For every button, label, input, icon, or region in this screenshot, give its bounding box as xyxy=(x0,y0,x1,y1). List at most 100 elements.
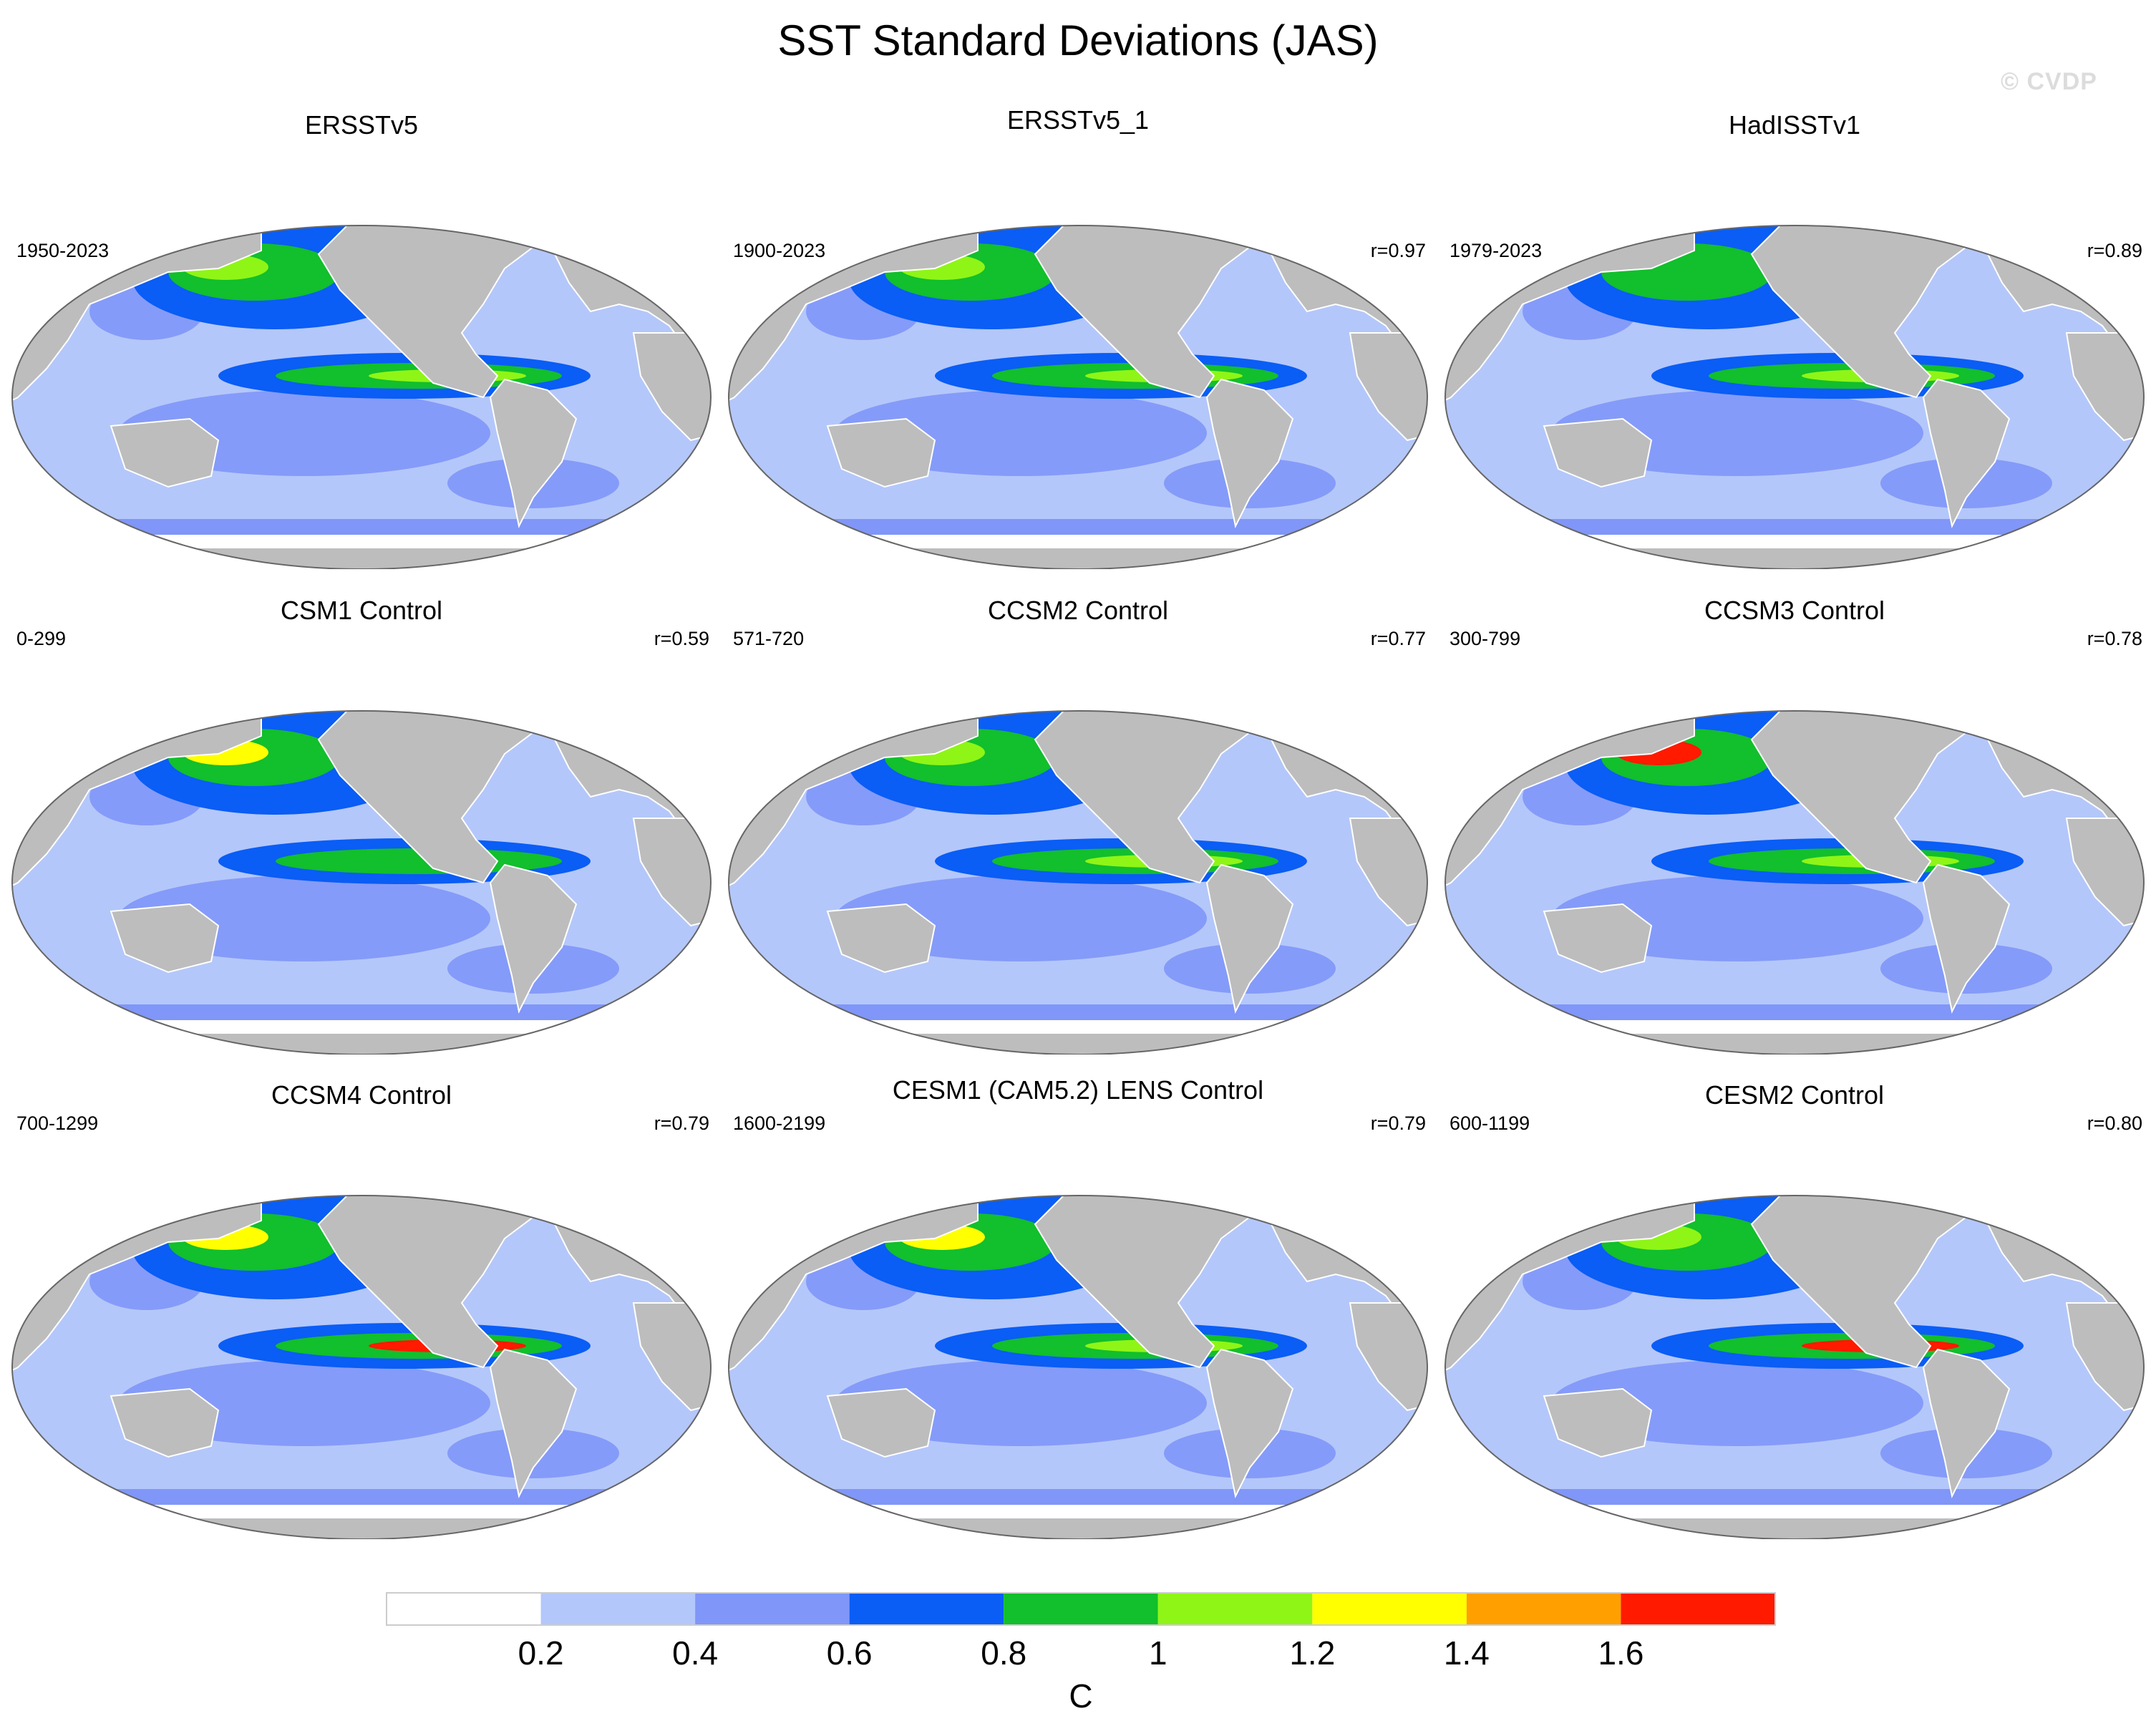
map-panel: CESM2 Control 600-1199 r=0.80 xyxy=(1437,1067,2152,1539)
colorbar-tick-label: 0.4 xyxy=(672,1634,718,1672)
map-outline xyxy=(1444,1195,2145,1539)
land-mass xyxy=(110,903,220,974)
colorbar-tick-label: 0.2 xyxy=(518,1634,564,1672)
colorbar-bin xyxy=(849,1593,1004,1625)
panel-title: HadISSTv1 xyxy=(1728,110,1861,140)
map-panel: CESM1 (CAM5.2) LENS Control 1600-2199 r=… xyxy=(720,1067,1436,1539)
panel-title: CCSM2 Control xyxy=(987,596,1169,625)
southern-ocean-band xyxy=(729,1489,1427,1505)
colorbar-bin xyxy=(1157,1593,1313,1625)
southern-ocean-band xyxy=(1445,1489,2144,1505)
panel-correlation: r=0.79 xyxy=(1370,1112,1426,1134)
colorbar-bin xyxy=(1004,1593,1158,1625)
land-mass xyxy=(1543,903,1653,974)
map-panel: CCSM4 Control 700-1299 r=0.79 xyxy=(4,1067,719,1539)
southern-ocean-band xyxy=(12,519,711,535)
land-mass xyxy=(826,903,936,974)
arctic-band-core xyxy=(1544,712,1673,719)
arctic-band-core xyxy=(827,712,956,719)
panel-period: 700-1299 xyxy=(16,1112,99,1134)
land-mass xyxy=(729,1032,1427,1055)
map-panel: CCSM3 Control 300-799 r=0.78 xyxy=(1437,582,2152,1055)
arctic-band-core xyxy=(827,1197,956,1204)
colorbar-bin xyxy=(1621,1593,1775,1625)
panel-title: CESM1 (CAM5.2) LENS Control xyxy=(892,1075,1264,1105)
panel-correlation: r=0.97 xyxy=(1370,240,1426,261)
arctic-band-core xyxy=(111,227,240,234)
land-mass xyxy=(632,818,711,927)
land-mass xyxy=(826,417,936,488)
panel-correlation: r=0.59 xyxy=(654,628,709,649)
land-mass xyxy=(1922,1348,2011,1499)
map-outline xyxy=(1444,225,2145,569)
panel-correlation: r=0.77 xyxy=(1370,628,1426,649)
arctic-band-core xyxy=(827,227,956,234)
panel-period: 1979-2023 xyxy=(1450,240,1543,261)
colorbar-tick-label: 1.4 xyxy=(1444,1634,1490,1672)
land-mass xyxy=(2065,818,2144,927)
map-panel: CSM1 Control 0-299 r=0.59 xyxy=(4,582,719,1055)
land-mass xyxy=(1349,1302,1427,1412)
southern-ocean-band xyxy=(729,519,1427,535)
land-mass xyxy=(826,1387,936,1458)
sst-map xyxy=(728,1195,1428,1539)
panel-period: 1950-2023 xyxy=(16,240,110,261)
map-outline xyxy=(728,710,1428,1055)
land-mass xyxy=(632,1302,711,1412)
colorbar-units-label: C xyxy=(1069,1677,1092,1715)
land-mass xyxy=(317,226,535,399)
land-mass xyxy=(1034,711,1251,884)
map-panel: CCSM2 Control 571-720 r=0.77 xyxy=(720,582,1436,1055)
land-mass xyxy=(1445,1517,2144,1539)
land-mass xyxy=(1205,863,1294,1014)
land-mass xyxy=(1922,863,2011,1014)
land-mass xyxy=(1543,1387,1653,1458)
southern-ocean-band xyxy=(729,1004,1427,1020)
colorbar-tick-label: 1.2 xyxy=(1289,1634,1335,1672)
panel-correlation: r=0.79 xyxy=(654,1112,709,1134)
land-mass xyxy=(12,1032,711,1055)
panel-title: CCSM3 Control xyxy=(1704,596,1885,625)
land-mass xyxy=(632,332,711,442)
land-mass xyxy=(1445,1032,2144,1055)
panel-correlation: r=0.80 xyxy=(2087,1112,2142,1134)
sst-map xyxy=(728,710,1428,1055)
map-outline xyxy=(728,225,1428,569)
colorbar-bin xyxy=(540,1593,696,1625)
southern-ocean-band xyxy=(1445,519,2144,535)
land-mass xyxy=(1445,547,2144,569)
sst-map xyxy=(11,1195,712,1539)
panel-period: 571-720 xyxy=(733,628,805,649)
land-mass xyxy=(12,1517,711,1539)
land-mass xyxy=(1922,378,2011,529)
panel-period: 300-799 xyxy=(1450,628,1521,649)
land-mass xyxy=(2065,332,2144,442)
map-outline xyxy=(728,1195,1428,1539)
land-mass xyxy=(1750,1196,1968,1369)
land-mass xyxy=(1750,711,1968,884)
land-mass xyxy=(729,547,1427,569)
colorbar-tick-label: 1 xyxy=(1149,1634,1167,1672)
land-mass xyxy=(489,863,578,1014)
panel-correlation: r=0.89 xyxy=(2087,240,2142,261)
southern-ocean-band xyxy=(1445,1004,2144,1020)
land-mass xyxy=(12,547,711,569)
colorbar-frame xyxy=(386,1592,1776,1626)
panel-period: 1600-2199 xyxy=(733,1112,826,1134)
land-mass xyxy=(729,1517,1427,1539)
land-mass xyxy=(1349,818,1427,927)
colorbar-bin xyxy=(695,1593,850,1625)
panel-period: 1900-2023 xyxy=(733,240,826,261)
colorbar-bin xyxy=(1312,1593,1467,1625)
panel-correlation: r=0.78 xyxy=(2087,628,2142,649)
land-mass xyxy=(1349,332,1427,442)
land-mass xyxy=(317,711,535,884)
panel-title: ERSSTv5 xyxy=(304,110,419,140)
sst-map xyxy=(11,710,712,1055)
sst-map xyxy=(1444,1195,2145,1539)
panel-title: ERSSTv5_1 xyxy=(1006,105,1150,135)
colorbar-tick-label: 0.6 xyxy=(827,1634,873,1672)
land-mass xyxy=(1750,226,1968,399)
panel-period: 0-299 xyxy=(16,628,67,649)
colorbar-bin xyxy=(387,1593,541,1625)
